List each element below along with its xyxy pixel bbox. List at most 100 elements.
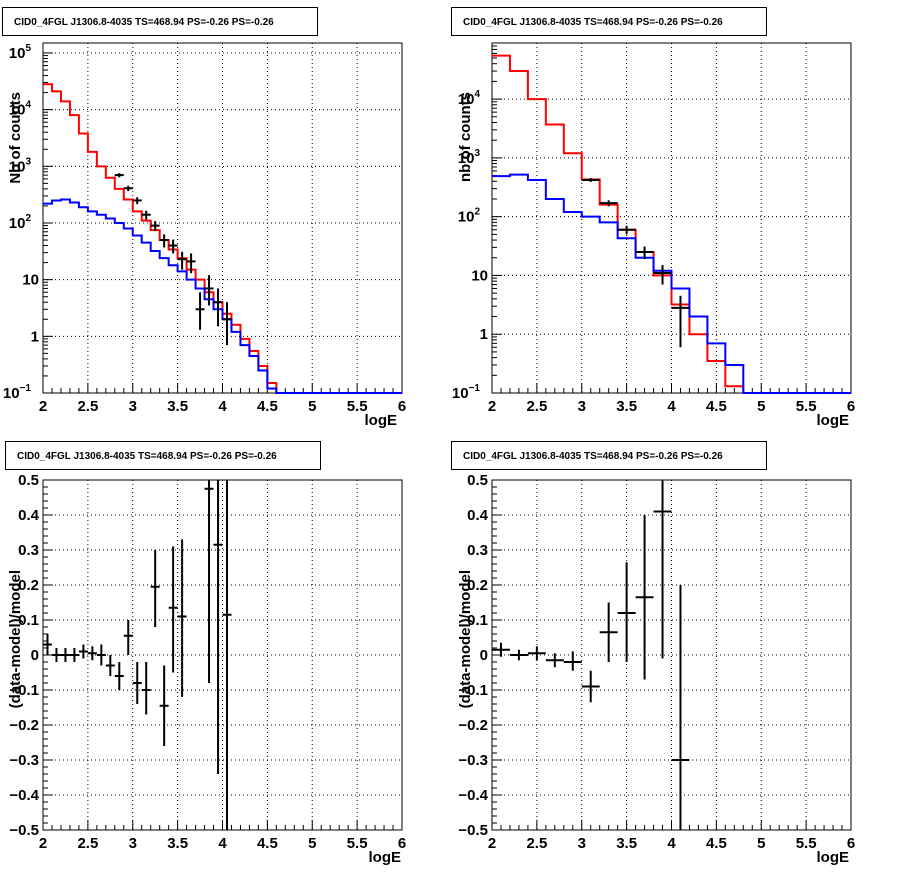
y-tick-label: 0.1 bbox=[18, 612, 39, 629]
data-point bbox=[186, 253, 196, 274]
x-tick-label: 2.5 bbox=[77, 835, 98, 852]
data-point bbox=[204, 480, 214, 683]
x-tick-label: 3 bbox=[129, 835, 137, 852]
data-point bbox=[51, 648, 61, 662]
chart-pad-2: CID0_4FGL J1306.8-4035 TS=468.94 PS=-0.2… bbox=[451, 7, 855, 429]
x-tick-label: 2.5 bbox=[526, 835, 547, 852]
data-point bbox=[563, 651, 582, 671]
y-axis-label: nb of counts bbox=[457, 92, 474, 182]
data-point bbox=[492, 642, 510, 657]
data-point bbox=[509, 649, 528, 661]
series-2-step-line bbox=[492, 173, 851, 394]
data-layer bbox=[43, 480, 232, 830]
data-point bbox=[195, 292, 205, 330]
y-tick-label: 102 bbox=[9, 213, 32, 232]
x-tick-label: 2.5 bbox=[526, 398, 547, 415]
x-tick-label: 4.5 bbox=[706, 398, 727, 415]
data-point bbox=[213, 288, 223, 327]
data-point bbox=[617, 225, 636, 235]
data-point bbox=[141, 662, 151, 715]
chart-pad-1: CID0_4FGL J1306.8-4035 TS=468.94 PS=-0.2… bbox=[2, 7, 406, 429]
data-point bbox=[635, 515, 654, 680]
y-tick-label: 104 bbox=[458, 89, 481, 108]
data-point bbox=[527, 646, 546, 661]
y-tick-label: 0.2 bbox=[18, 577, 39, 594]
x-axis-label: logE bbox=[369, 849, 402, 866]
y-tick-label: 10 bbox=[22, 272, 39, 289]
y-tick-label: 10−1 bbox=[3, 383, 32, 402]
data-point bbox=[617, 562, 636, 662]
y-tick-label: −0.5 bbox=[9, 822, 39, 839]
y-tick-label: 0 bbox=[31, 647, 39, 664]
data-point bbox=[671, 295, 690, 348]
title-box bbox=[2, 7, 318, 36]
y-tick-label: −0.3 bbox=[458, 752, 488, 769]
data-point bbox=[599, 200, 618, 207]
data-point bbox=[204, 275, 214, 306]
y-tick-label: 0.2 bbox=[467, 577, 488, 594]
data-point bbox=[87, 646, 97, 661]
series-1-step-line bbox=[492, 54, 851, 394]
x-tick-label: 3.5 bbox=[616, 398, 637, 415]
x-tick-label: 2 bbox=[39, 398, 47, 415]
x-axis-label: logE bbox=[817, 849, 850, 866]
series-1-step-line bbox=[43, 83, 402, 394]
y-tick-label: 0.3 bbox=[467, 542, 488, 559]
data-point bbox=[43, 634, 52, 655]
data-point bbox=[132, 197, 142, 205]
x-tick-label: 4 bbox=[667, 835, 676, 852]
data-point bbox=[222, 480, 232, 830]
data-point bbox=[78, 644, 88, 659]
chart-pad-3: CID0_4FGL J1306.8-4035 TS=468.94 PS=-0.2… bbox=[5, 441, 406, 866]
data-point bbox=[141, 210, 151, 220]
data-point bbox=[635, 246, 654, 260]
data-point bbox=[581, 178, 600, 182]
x-tick-label: 5 bbox=[757, 398, 765, 415]
x-tick-label: 6 bbox=[847, 398, 855, 415]
x-tick-label: 3 bbox=[129, 398, 137, 415]
y-tick-label: 104 bbox=[9, 100, 32, 119]
x-tick-label: 5.5 bbox=[347, 835, 368, 852]
y-tick-label: 0.1 bbox=[467, 612, 488, 629]
data-point bbox=[159, 234, 169, 248]
data-point bbox=[168, 546, 178, 673]
data-point bbox=[60, 648, 70, 662]
x-tick-label: 4 bbox=[218, 835, 227, 852]
series-2-step-line bbox=[43, 198, 402, 394]
x-tick-label: 5.5 bbox=[796, 835, 817, 852]
x-tick-label: 3.5 bbox=[167, 835, 188, 852]
y-tick-label: −0.2 bbox=[9, 717, 39, 734]
y-tick-label: 0.5 bbox=[467, 472, 488, 489]
chart-title: CID0_4FGL J1306.8-4035 TS=468.94 PS=-0.2… bbox=[17, 451, 277, 462]
y-tick-label: 105 bbox=[9, 43, 32, 62]
x-tick-label: 5.5 bbox=[347, 398, 368, 415]
x-tick-label: 2 bbox=[488, 835, 496, 852]
x-tick-label: 5 bbox=[308, 835, 316, 852]
x-tick-label: 5 bbox=[757, 835, 765, 852]
y-tick-label: 0.4 bbox=[18, 507, 40, 524]
y-tick-label: 0.3 bbox=[18, 542, 39, 559]
data-point bbox=[150, 550, 160, 627]
data-point bbox=[105, 655, 115, 676]
y-tick-label: 0 bbox=[480, 647, 488, 664]
data-point bbox=[671, 585, 690, 830]
title-box bbox=[5, 441, 321, 470]
data-point bbox=[114, 173, 124, 178]
data-point bbox=[222, 302, 232, 346]
y-tick-label: −0.2 bbox=[458, 717, 488, 734]
x-tick-label: 4 bbox=[667, 398, 676, 415]
x-tick-label: 4 bbox=[218, 398, 227, 415]
data-point bbox=[545, 653, 564, 668]
y-tick-label: 10−1 bbox=[452, 383, 481, 402]
x-tick-label: 4.5 bbox=[257, 398, 278, 415]
x-tick-label: 4.5 bbox=[706, 835, 727, 852]
x-tick-label: 6 bbox=[398, 398, 406, 415]
data-point bbox=[69, 648, 79, 662]
x-tick-label: 2 bbox=[39, 835, 47, 852]
x-tick-label: 2 bbox=[488, 398, 496, 415]
x-tick-label: 2.5 bbox=[77, 398, 98, 415]
y-axis-label: Nb of counts bbox=[7, 92, 24, 184]
data-point bbox=[177, 539, 187, 697]
x-tick-label: 5 bbox=[308, 398, 316, 415]
